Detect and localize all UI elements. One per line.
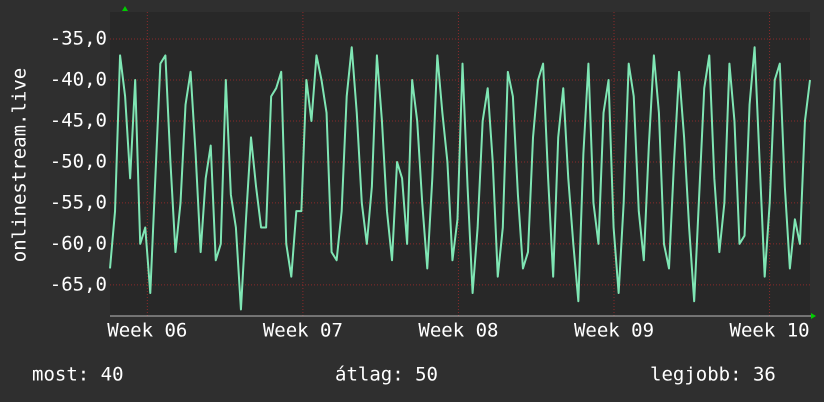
y-tick-label: -55,0 bbox=[50, 191, 107, 213]
y-tick-label: -40,0 bbox=[50, 69, 107, 91]
y-tick-label: -50,0 bbox=[50, 150, 107, 172]
x-tick-label: Week 08 bbox=[418, 320, 498, 342]
y-tick-label: -65,0 bbox=[50, 273, 107, 295]
footer-stat: legjobb: 36 bbox=[650, 364, 776, 386]
footer-stat: most: 40 bbox=[32, 364, 124, 386]
x-tick-label: Week 09 bbox=[574, 320, 654, 342]
y-tick-label: -35,0 bbox=[50, 28, 107, 50]
y-tick-label: -45,0 bbox=[50, 109, 107, 131]
axis-arrow bbox=[122, 6, 128, 11]
footer-stat: átlag: 50 bbox=[335, 364, 438, 386]
y-tick-label: -60,0 bbox=[50, 232, 107, 254]
axis-arrow bbox=[811, 313, 816, 319]
data-line bbox=[109, 46, 811, 311]
x-tick-label: Week 06 bbox=[107, 320, 187, 342]
x-tick-label: Week 07 bbox=[263, 320, 343, 342]
y-axis-label: onlinestream.live bbox=[9, 68, 31, 262]
x-tick-label: Week 10 bbox=[730, 320, 810, 342]
